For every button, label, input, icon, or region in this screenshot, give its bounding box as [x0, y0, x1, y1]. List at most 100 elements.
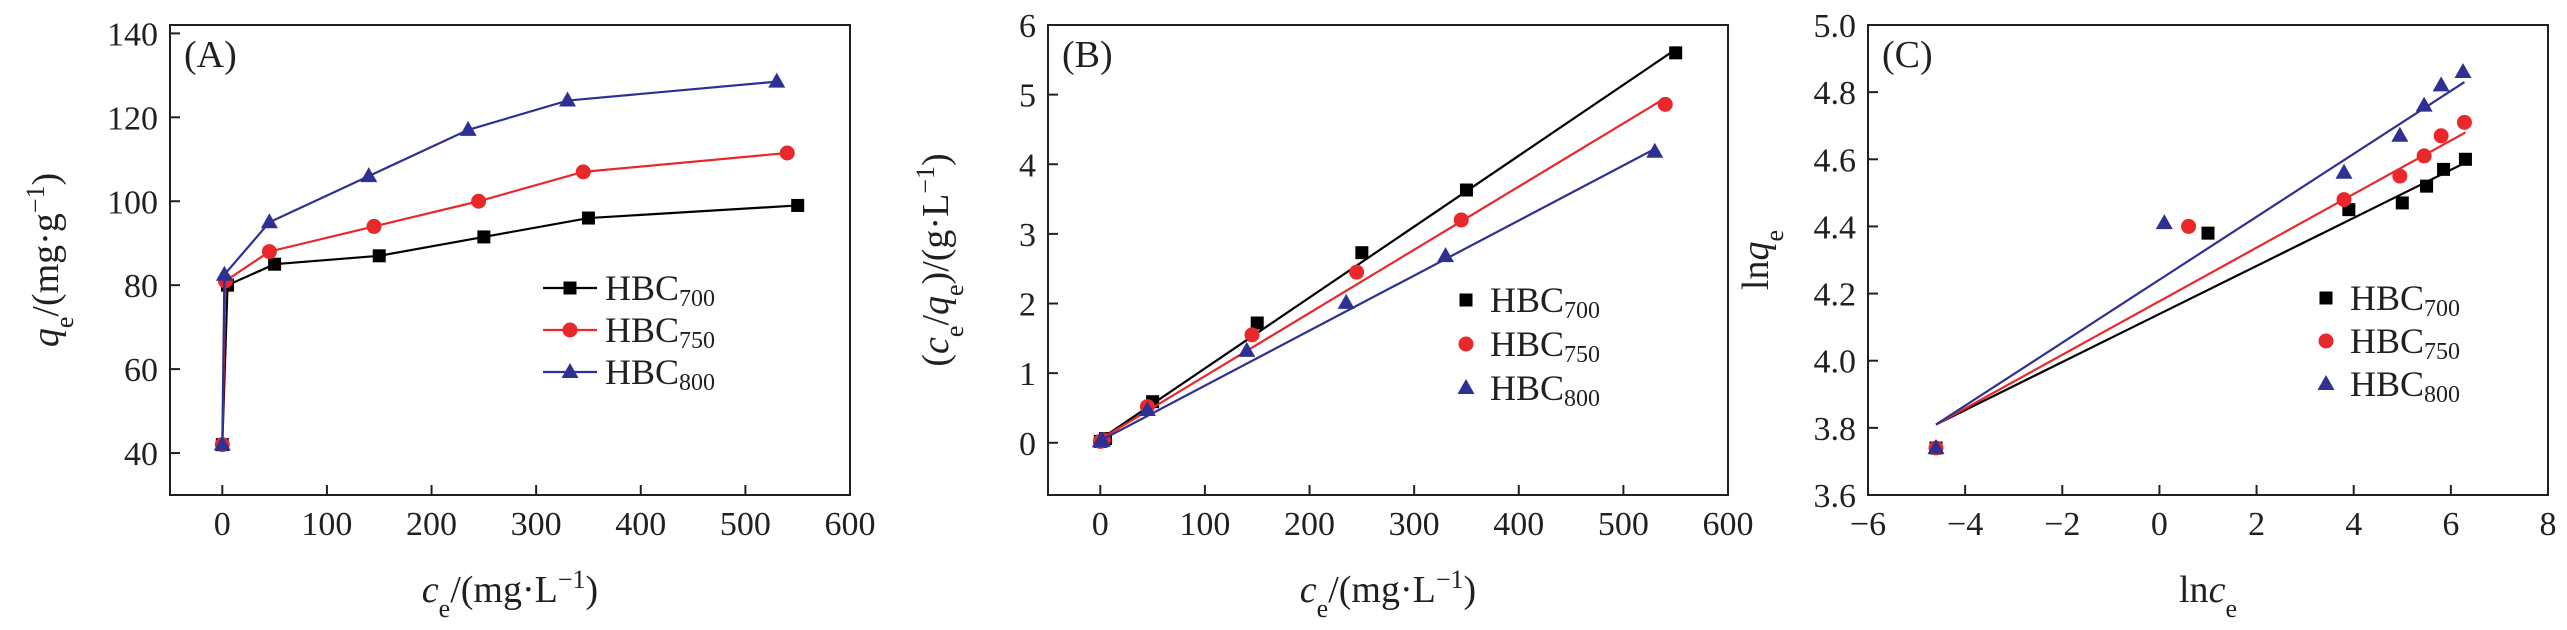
data-point — [1646, 142, 1664, 158]
x-tick-label: 500 — [720, 506, 771, 543]
data-point — [260, 213, 278, 229]
data-point — [1669, 46, 1683, 60]
x-tick-label: 400 — [615, 506, 666, 543]
data-point — [2336, 192, 2352, 208]
legend-entry-HBC700: HBC700 — [2319, 278, 2460, 322]
data-point — [2392, 168, 2408, 184]
data-point — [477, 230, 491, 244]
y-tick-label: 120 — [107, 100, 158, 137]
data-point — [575, 164, 591, 180]
y-tick-label: 3.6 — [1814, 478, 1857, 515]
x-axis-title: ce/(mg·L−1) — [1300, 565, 1476, 623]
legend-entry-HBC700: HBC700 — [1459, 280, 1600, 324]
y-tick-label: 60 — [124, 352, 158, 389]
x-tick-label: 600 — [1703, 506, 1754, 543]
data-point — [1093, 431, 1111, 447]
legend-entry-HBC750: HBC750 — [1458, 324, 1600, 368]
legend-label: HBC800 — [605, 352, 715, 396]
x-tick-label: 100 — [301, 506, 352, 543]
data-point — [2391, 126, 2409, 142]
x-tick-label: 100 — [1179, 506, 1230, 543]
x-tick-label: 200 — [1284, 506, 1335, 543]
legend-label: HBC700 — [2350, 278, 2460, 322]
data-point — [1927, 439, 1945, 454]
fit-line — [1935, 81, 2466, 426]
legend-marker — [2319, 291, 2333, 305]
x-tick-label: 0 — [2151, 506, 2168, 543]
y-tick-label: 3.8 — [1814, 411, 1857, 448]
legend-marker — [1457, 379, 1475, 394]
data-point — [2437, 162, 2451, 176]
data-point — [2201, 226, 2215, 240]
y-tick-label: 4.0 — [1814, 344, 1857, 381]
legend-entry-HBC800: HBC800 — [2317, 364, 2460, 408]
legend-marker — [1458, 336, 1474, 352]
data-point — [1238, 341, 1256, 357]
data-point — [1459, 183, 1473, 197]
legend-entry-HBC700: HBC700 — [543, 268, 715, 312]
x-tick-label: 2 — [2248, 506, 2265, 543]
data-point — [559, 91, 577, 107]
y-axis-title: qe/(mg·g−1) — [21, 173, 79, 347]
x-tick-label: 500 — [1598, 506, 1649, 543]
data-point — [2456, 114, 2472, 130]
data-point — [213, 435, 231, 451]
panel-label: (B) — [1062, 34, 1113, 76]
data-point — [1337, 293, 1355, 309]
plot-frame — [169, 24, 851, 496]
y-tick-label: 4.8 — [1814, 75, 1857, 112]
x-tick-label: −6 — [1850, 506, 1886, 543]
y-tick-label: 4.4 — [1814, 209, 1857, 246]
y-tick-label: 5.0 — [1814, 8, 1857, 45]
legend-marker — [561, 363, 579, 378]
data-point — [2454, 63, 2472, 78]
series-HBC800 — [213, 72, 786, 451]
x-tick-label: 600 — [825, 506, 876, 543]
y-tick-label: 80 — [124, 268, 158, 305]
legend-label: HBC700 — [1490, 280, 1600, 324]
fit-line — [1099, 48, 1677, 441]
data-point — [768, 72, 786, 88]
fit-line — [1099, 147, 1656, 442]
y-tick-label: 3 — [1019, 217, 1036, 254]
data-point — [581, 211, 595, 225]
data-point — [1138, 401, 1156, 417]
x-tick-label: 300 — [511, 506, 562, 543]
x-tick-label: 8 — [2540, 506, 2557, 543]
data-point — [2335, 163, 2353, 179]
y-tick-label: 4 — [1019, 147, 1036, 184]
y-tick-label: 6 — [1019, 8, 1036, 45]
data-point — [2432, 76, 2450, 92]
fit-line — [1935, 131, 2466, 426]
panel-label: (A) — [184, 34, 237, 76]
legend-marker — [562, 322, 578, 338]
data-point — [459, 120, 477, 136]
data-point — [2433, 128, 2449, 144]
data-point — [1349, 264, 1365, 280]
data-point — [2155, 214, 2173, 230]
data-point — [1355, 246, 1369, 260]
data-point — [1453, 212, 1469, 228]
data-point — [1250, 316, 1264, 330]
data-point — [1657, 96, 1673, 112]
y-axis-title: lnqe — [1735, 230, 1789, 290]
legend-label: HBC800 — [2350, 364, 2460, 408]
y-tick-label: 4.6 — [1814, 142, 1857, 179]
x-tick-label: 0 — [214, 506, 231, 543]
data-point — [215, 265, 233, 281]
data-point — [360, 167, 378, 183]
chart-panel-3: −6 −4 −2 0 2 4 6 8 3.6 3.8 4.0 4.2 4.4 4.6 4.8 5.0 (C) ln… — [1735, 8, 2557, 623]
legend-marker — [1459, 293, 1473, 307]
legend-marker — [2317, 375, 2335, 390]
data-point — [261, 244, 277, 260]
x-tick-label: 300 — [1389, 506, 1440, 543]
y-tick-label: 5 — [1019, 78, 1036, 115]
data-point — [2395, 196, 2409, 210]
legend-label: HBC750 — [2350, 321, 2460, 365]
data-point — [779, 145, 795, 161]
series-HBC800 — [1091, 142, 1664, 448]
legend-entry-HBC750: HBC750 — [543, 310, 715, 354]
y-tick-label: 0 — [1019, 426, 1036, 463]
legend-label: HBC750 — [605, 310, 715, 354]
